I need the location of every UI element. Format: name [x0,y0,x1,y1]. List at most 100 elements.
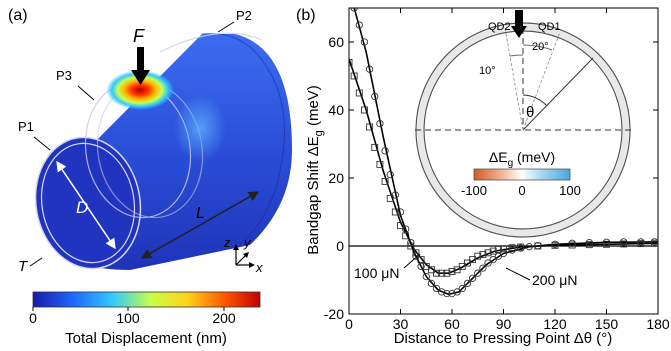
data-point-square [438,269,446,277]
data-point-square [376,160,384,168]
plot-area [349,8,658,298]
secondary-displacement-region [174,94,226,162]
data-point-square [448,268,456,275]
series-100-n [349,58,658,277]
displacement-hotspot [106,70,174,110]
data-point-circle [463,279,472,288]
data-point-circle [602,238,611,246]
diameter-label: D [76,198,88,217]
x-tick-label: 120 [543,316,567,332]
panel-a-label: (a) [8,7,28,24]
x-tick-label: 150 [595,316,619,332]
axis-x-label: x [255,260,263,275]
data-point-square [349,58,353,66]
axis-y-label: y [243,235,252,250]
x-tick-label: 60 [444,316,460,332]
inset-tick-0: 0 [518,183,525,198]
data-point-square [443,269,451,277]
data-point-square [433,269,440,277]
data-point-circle [438,288,446,296]
data-point-circle [484,259,492,267]
inset-radius-line [522,57,594,131]
inset-angle-10: 10° [479,65,496,77]
data-point-circle [551,240,559,248]
data-point-circle [432,284,441,293]
annotation-100uN: 100 μN [354,265,399,281]
y-tick-label: 60 [328,34,344,50]
data-point-circle [443,289,451,298]
data-point-circle [350,8,358,12]
data-series [349,8,658,298]
x-tick-label: 30 [393,316,409,332]
inset-force-arrow [515,10,523,27]
data-point-circle [401,225,410,233]
x-tick-label: 180 [646,316,670,332]
x-axis-label: Distance to Pressing Point Δθ (°) [394,330,613,347]
data-point-square [381,177,389,185]
coordinate-axes: z y x [223,235,263,275]
data-point-circle [468,274,477,282]
inset-legend-title: ΔEg (meV) [489,149,555,169]
data-point-circle [637,238,645,246]
data-point-circle [386,170,394,179]
data-point-circle [396,208,405,216]
thickness-label: T [18,258,29,275]
inset-tick-100: 100 [559,183,581,198]
data-point-circle [474,269,482,277]
colorbar-title: Total Displacement (nm) [65,330,227,347]
axis-z-label: z [223,235,231,250]
data-point-square [500,245,507,253]
colorbar-tick-200: 200 [212,310,236,326]
colorbar-tick-0: 0 [29,310,37,326]
data-point-square [494,245,502,253]
inset-theta-arc [522,94,548,107]
data-point-circle [458,284,466,293]
data-point-circle [479,264,487,272]
data-point-circle [365,65,374,73]
data-point-circle [453,288,461,296]
annotation-200uN: 200 μN [532,272,577,288]
cylinder-model [34,32,292,270]
data-point-square [484,249,492,257]
data-point-circle [381,147,389,155]
data-point-circle [412,252,420,260]
data-point-square [386,194,394,202]
inset-angle-20: 20° [532,41,549,53]
fit-line-100-n [349,58,658,274]
y-axis-label: Bandgap Shift ΔEg (meV) [305,85,325,255]
series-200-n [350,8,658,298]
y-axis-ticks: -20 0 20 40 60 [324,34,658,322]
data-point-circle [355,21,363,29]
inset-qd2-label: QD2 [488,21,511,33]
path-label-p3: P3 [56,68,72,83]
data-point-circle [391,191,399,199]
data-point-circle [499,249,508,258]
inset-colorbar [473,168,571,181]
inset-tick-minus100: -100 [461,183,487,198]
data-point-circle [508,246,516,254]
data-point-circle [489,255,497,264]
data-point-circle [417,262,425,271]
inset-ring-diagram: QD2 QD1 20° 10° θ ΔEg (meV) -100 0 100 [415,10,631,238]
y-tick-label: 20 [328,170,344,186]
y-tick-label: 0 [336,238,344,254]
displacement-colorbar [32,291,261,308]
colorbar-tick-100: 100 [116,310,140,326]
length-label: L [196,205,205,222]
y-tick-label: 40 [328,102,344,118]
data-point-square [355,89,363,97]
ring-path-p2 [159,32,263,53]
data-point-circle [525,243,533,251]
data-point-circle [360,38,369,46]
data-point-circle [448,289,456,298]
data-point-circle [376,119,384,128]
data-point-circle [534,242,542,250]
data-point-circle [407,238,415,247]
data-point-circle [620,238,628,246]
data-point-square [361,106,368,114]
data-point-square [371,143,379,151]
path-label-p2: P2 [236,8,252,23]
data-point-circle [371,92,379,101]
